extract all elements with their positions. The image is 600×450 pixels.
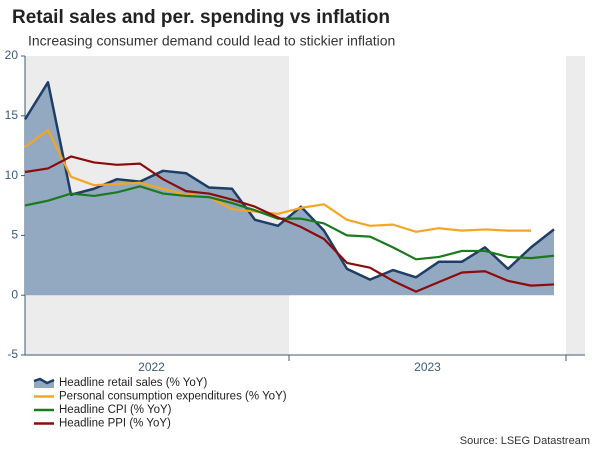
series-line: [24, 155, 555, 293]
y-tick-label: 0: [11, 287, 18, 301]
y-tick-label: 10: [5, 168, 19, 182]
series-line: [24, 185, 555, 261]
series-line: [23, 81, 555, 281]
legend-label: Personal consumption expenditures (% YoY…: [59, 391, 287, 403]
source: Source: LSEG Datastream: [460, 435, 590, 447]
y-tick-label: -5: [7, 347, 18, 361]
y-tick-label: 20: [5, 48, 19, 62]
legend-label: Headline CPI (% YoY): [59, 404, 172, 416]
legend-swatch: [34, 379, 54, 388]
y-tick-label: 15: [5, 108, 19, 122]
x-tick-label: 2022: [138, 360, 165, 374]
legend-label: Headline retail sales (% YoY): [59, 377, 207, 389]
chart-title: Retail sales and per. spending vs inflat…: [12, 7, 390, 28]
shaded-period: [566, 56, 585, 355]
area: [25, 82, 554, 296]
y-tick-label: 5: [11, 228, 18, 242]
legend-label: Headline PPI (% YoY): [59, 418, 171, 430]
chart-subtitle: Increasing consumer demand could lead to…: [28, 33, 395, 49]
x-tick-label: 2023: [414, 360, 441, 374]
series-line: [24, 129, 531, 233]
legend-swatch: [33, 377, 55, 385]
